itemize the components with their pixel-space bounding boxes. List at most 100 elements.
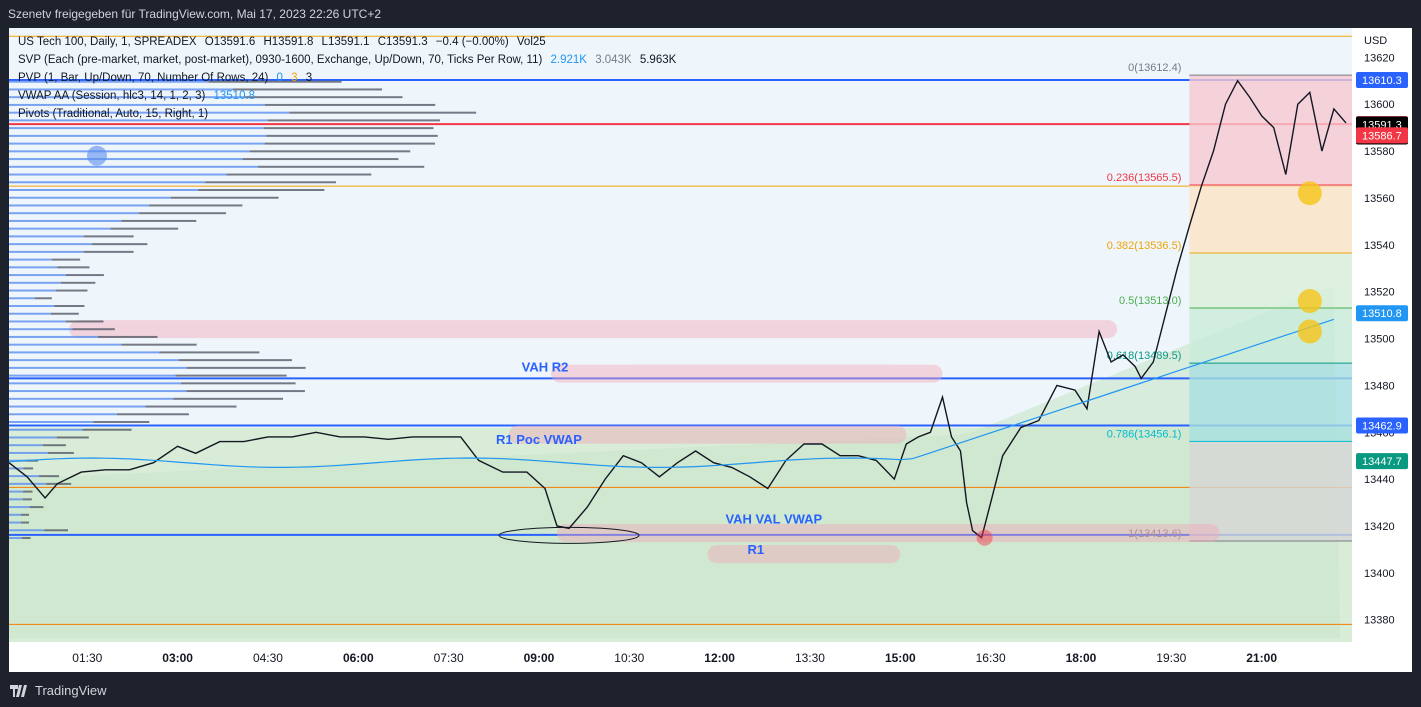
profile-bar-down-40	[187, 390, 305, 392]
profile-bar-up-29	[9, 305, 54, 307]
profile-bar-up-20	[9, 235, 84, 237]
legend-svp[interactable]: SVP (Each (pre-market, market, post-mark…	[18, 51, 676, 69]
profile-bar-down-7	[266, 135, 437, 137]
fib-zone-3	[1189, 308, 1352, 363]
x-tick-1330: 13:30	[795, 651, 825, 665]
y-tick-13500: 13500	[1364, 334, 1395, 346]
profile-bar-down-12	[226, 174, 371, 176]
profile-bar-down-44	[93, 421, 149, 423]
legend-svp-v1: 2.921K	[551, 54, 587, 66]
profile-bar-up-17	[9, 212, 139, 214]
profile-bar-down-11	[258, 166, 424, 168]
profile-bar-up-28	[9, 297, 35, 299]
price-label-3: 13586.7	[1362, 130, 1402, 142]
profile-bar-up-31	[9, 320, 66, 322]
profile-bar-down-36	[179, 359, 292, 361]
fib-label-0.382: 0.382(13536.5)	[1107, 240, 1182, 252]
profile-bar-down-54	[23, 498, 32, 500]
legend-volume: Vol25	[517, 36, 546, 48]
legend-pivots[interactable]: Pivots (Traditional, Auto, 15, Right, 1)	[18, 105, 676, 123]
profile-bar-up-18	[9, 220, 121, 222]
profile-bar-up-57	[9, 522, 21, 524]
legend-change: −0.4 (−0.00%)	[436, 36, 509, 48]
profile-bar-up-15	[9, 197, 171, 199]
legend-vwap[interactable]: VWAP AA (Session, hlc3, 14, 1, 2, 3) 135…	[18, 87, 676, 105]
profile-bar-up-19	[9, 228, 111, 230]
fib-zone-1	[1189, 185, 1352, 253]
low-marker	[977, 530, 993, 546]
y-tick-13560: 13560	[1364, 193, 1395, 205]
profile-bar-down-34	[122, 344, 197, 346]
legend-pivots-label: Pivots (Traditional, Auto, 15, Right, 1)	[18, 108, 208, 120]
y-tick-13600: 13600	[1364, 99, 1395, 111]
annotation-3: R1	[747, 542, 764, 557]
profile-bar-up-33	[9, 336, 98, 338]
profile-bar-down-14	[198, 189, 324, 191]
profile-bar-up-40	[9, 390, 187, 392]
profile-bar-down-50	[23, 467, 33, 469]
profile-bar-down-30	[51, 313, 79, 315]
profile-bar-up-54	[9, 498, 23, 500]
price-label-0: 13610.3	[1362, 75, 1402, 87]
profile-bar-down-47	[43, 444, 66, 446]
profile-bar-down-48	[48, 452, 74, 454]
annotation-1: R1 Poc VWAP	[496, 432, 582, 447]
share-header: Szenetv freigegeben für TradingView.com,…	[0, 0, 1421, 28]
annotation-2: VAH VAL VWAP	[725, 512, 822, 527]
profile-bar-up-52	[9, 483, 46, 485]
highlight-vah-val	[557, 524, 1219, 542]
profile-bar-up-35	[9, 351, 159, 353]
profile-marker	[87, 146, 107, 166]
profile-bar-down-33	[98, 336, 157, 338]
legend-svp-v3: 5.963K	[640, 54, 676, 66]
profile-bar-up-8	[9, 143, 265, 145]
profile-bar-down-46	[57, 436, 89, 438]
legend-pvp-label: PVP (1, Bar, Up/Down, 70, Number Of Rows…	[18, 72, 268, 84]
legend-svp-label: SVP (Each (pre-market, market, post-mark…	[18, 54, 542, 66]
profile-bar-down-18	[121, 220, 196, 222]
profile-bar-up-23	[9, 259, 52, 261]
y-tick-13480: 13480	[1364, 380, 1395, 392]
profile-bar-down-41	[173, 398, 283, 400]
profile-bar-up-7	[9, 135, 266, 137]
profile-bar-down-45	[83, 429, 132, 431]
hand-marker-icon-2	[1298, 319, 1322, 343]
profile-bar-up-6	[9, 127, 264, 129]
highlight-r1	[708, 545, 901, 563]
profile-bar-up-25	[9, 274, 66, 276]
profile-bar-down-20	[84, 235, 134, 237]
profile-bar-up-24	[9, 266, 57, 268]
profile-bar-down-17	[139, 212, 226, 214]
profile-bar-up-55	[9, 506, 30, 508]
profile-bar-down-9	[250, 150, 411, 152]
profile-bar-up-22	[9, 251, 84, 253]
profile-bar-up-37	[9, 367, 187, 369]
profile-bar-up-44	[9, 421, 93, 423]
x-tick-1930: 19:30	[1156, 651, 1186, 665]
hand-marker-icon-0	[1298, 181, 1322, 205]
profile-bar-up-48	[9, 452, 48, 454]
legend: US Tech 100, Daily, 1, SPREADEX O13591.6…	[18, 33, 676, 123]
legend-open: O13591.6	[205, 36, 256, 48]
profile-bar-down-24	[57, 266, 89, 268]
x-tick-1030: 10:30	[614, 651, 644, 665]
share-header-text: Szenetv freigegeben für TradingView.com,…	[8, 7, 381, 21]
profile-bar-down-39	[181, 382, 296, 384]
profile-bar-up-21	[9, 243, 92, 245]
profile-bar-down-56	[21, 514, 29, 516]
profile-bar-down-51	[39, 475, 59, 477]
tradingview-logo[interactable]: TradingView	[10, 683, 107, 698]
price-chart[interactable]: 0(13612.4) 0.236(13565.5) 0.382(13536.5) 0.…	[9, 28, 1412, 672]
legend-main[interactable]: US Tech 100, Daily, 1, SPREADEX O13591.6…	[18, 33, 676, 51]
legend-pvp[interactable]: PVP (1, Bar, Up/Down, 70, Number Of Rows…	[18, 69, 676, 87]
profile-bar-up-43	[9, 413, 117, 415]
x-tick-1200: 12:00	[704, 651, 735, 665]
fib-label-0: 0(13612.4)	[1128, 62, 1181, 74]
price-label-6: 13447.7	[1362, 456, 1402, 468]
y-tick-13380: 13380	[1364, 615, 1395, 627]
profile-bar-up-47	[9, 444, 43, 446]
y-tick-13620: 13620	[1364, 52, 1395, 64]
profile-bar-up-41	[9, 398, 173, 400]
profile-bar-down-37	[187, 367, 306, 369]
legend-close: C13591.3	[378, 36, 428, 48]
